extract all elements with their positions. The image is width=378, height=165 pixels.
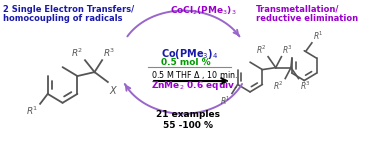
Text: $R^1$: $R^1$: [220, 94, 231, 107]
Text: ZnMe$_2$ 0.6 equiv.: ZnMe$_2$ 0.6 equiv.: [151, 79, 238, 92]
Text: 2 Single Electron Transfers/: 2 Single Electron Transfers/: [3, 5, 134, 14]
Text: $R^2$: $R^2$: [256, 43, 267, 56]
Text: $R^2$: $R^2$: [273, 80, 284, 92]
Text: $R^3$: $R^3$: [103, 47, 116, 59]
Text: Co(PMe$_3$)$_4$: Co(PMe$_3$)$_4$: [161, 47, 218, 61]
Text: $R^2$: $R^2$: [71, 47, 83, 59]
Text: 55 -100 %: 55 -100 %: [163, 121, 213, 130]
Text: $R^1$: $R^1$: [26, 105, 38, 117]
Text: $R^3$: $R^3$: [299, 80, 310, 92]
Text: 0.5 M THF $\Delta$ , 10 min.: 0.5 M THF $\Delta$ , 10 min.: [151, 69, 239, 81]
Text: homocoupling of radicals: homocoupling of radicals: [3, 14, 122, 23]
Text: 0.5 mol %: 0.5 mol %: [161, 58, 210, 67]
Text: $R^1$: $R^1$: [313, 29, 324, 42]
Text: Transmetallation/: Transmetallation/: [256, 5, 339, 14]
Text: $X$: $X$: [109, 84, 118, 96]
Text: 21 examples: 21 examples: [156, 110, 220, 119]
Text: $R^3$: $R^3$: [282, 43, 293, 56]
Text: CoCl$_2$(PMe$_3$)$_3$: CoCl$_2$(PMe$_3$)$_3$: [170, 5, 237, 17]
Text: reductive elimination: reductive elimination: [256, 14, 358, 23]
